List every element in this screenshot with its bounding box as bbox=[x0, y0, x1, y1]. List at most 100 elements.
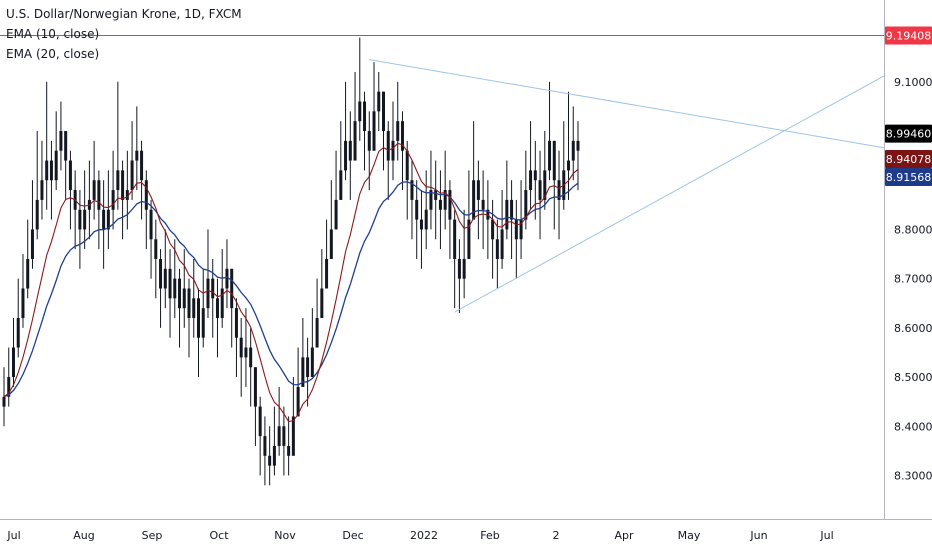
candle[interactable] bbox=[325, 219, 329, 289]
upper-trendline[interactable] bbox=[369, 59, 885, 149]
candle[interactable] bbox=[54, 111, 58, 191]
candle[interactable] bbox=[230, 268, 234, 348]
candle[interactable] bbox=[310, 308, 314, 378]
candle[interactable] bbox=[571, 106, 575, 181]
ema10-line[interactable] bbox=[3, 142, 579, 423]
candle[interactable] bbox=[296, 347, 300, 417]
candle[interactable] bbox=[140, 140, 144, 220]
candle[interactable] bbox=[249, 327, 253, 407]
plot-area[interactable] bbox=[0, 35, 885, 486]
candle[interactable] bbox=[220, 249, 224, 328]
candle[interactable] bbox=[26, 219, 30, 299]
candle[interactable] bbox=[400, 111, 404, 191]
candle[interactable] bbox=[178, 268, 182, 348]
candle[interactable] bbox=[410, 160, 414, 240]
candle[interactable] bbox=[453, 209, 457, 309]
candle[interactable] bbox=[263, 416, 267, 486]
candle[interactable] bbox=[149, 199, 153, 279]
candle[interactable] bbox=[481, 170, 485, 250]
candle[interactable] bbox=[386, 121, 390, 200]
candle[interactable] bbox=[486, 180, 490, 259]
candle[interactable] bbox=[97, 170, 101, 250]
candle[interactable] bbox=[40, 140, 44, 220]
candle[interactable] bbox=[187, 278, 191, 358]
candle[interactable] bbox=[102, 180, 106, 269]
candle[interactable] bbox=[196, 288, 200, 378]
candle[interactable] bbox=[443, 150, 447, 230]
candle[interactable] bbox=[353, 71, 357, 161]
candle[interactable] bbox=[173, 239, 177, 319]
candle[interactable] bbox=[182, 249, 186, 328]
candle[interactable] bbox=[64, 131, 68, 200]
lower-trendline[interactable] bbox=[454, 75, 885, 313]
candle[interactable] bbox=[154, 219, 158, 299]
candle[interactable] bbox=[135, 106, 139, 191]
candle[interactable] bbox=[73, 170, 77, 250]
candle[interactable] bbox=[306, 337, 310, 407]
candle[interactable] bbox=[557, 150, 561, 240]
candle[interactable] bbox=[211, 258, 215, 338]
candle[interactable] bbox=[258, 396, 262, 476]
candle[interactable] bbox=[30, 180, 34, 269]
candle[interactable] bbox=[239, 318, 243, 397]
candle[interactable] bbox=[538, 150, 542, 240]
candle[interactable] bbox=[282, 406, 286, 476]
candle[interactable] bbox=[567, 91, 571, 200]
candle[interactable] bbox=[206, 229, 210, 319]
candle[interactable] bbox=[382, 91, 386, 171]
candle[interactable] bbox=[159, 249, 163, 328]
candle[interactable] bbox=[491, 199, 495, 279]
candle[interactable] bbox=[2, 367, 6, 427]
candle[interactable] bbox=[301, 318, 305, 387]
candle[interactable] bbox=[83, 170, 87, 250]
candle[interactable] bbox=[201, 268, 205, 348]
candle[interactable] bbox=[429, 150, 433, 230]
candle[interactable] bbox=[510, 180, 514, 259]
candle[interactable] bbox=[59, 101, 63, 171]
candle[interactable] bbox=[234, 298, 238, 378]
candle[interactable] bbox=[144, 170, 148, 250]
candle[interactable] bbox=[244, 308, 248, 387]
candle[interactable] bbox=[438, 170, 442, 250]
candle[interactable] bbox=[121, 160, 125, 240]
candle[interactable] bbox=[448, 180, 452, 259]
candle[interactable] bbox=[315, 278, 319, 348]
candle[interactable] bbox=[35, 131, 39, 240]
candle[interactable] bbox=[377, 71, 381, 132]
candle[interactable] bbox=[472, 121, 476, 220]
candle[interactable] bbox=[7, 347, 11, 407]
candle[interactable] bbox=[562, 121, 566, 210]
candle[interactable] bbox=[87, 160, 91, 240]
candle[interactable] bbox=[348, 111, 352, 200]
candle[interactable] bbox=[391, 101, 395, 181]
ema20-line[interactable] bbox=[3, 181, 579, 398]
candle[interactable] bbox=[45, 81, 49, 210]
candle[interactable] bbox=[225, 239, 229, 309]
candle[interactable] bbox=[344, 81, 348, 181]
candle[interactable] bbox=[576, 121, 580, 191]
candle[interactable] bbox=[21, 254, 25, 328]
candle[interactable] bbox=[168, 249, 172, 338]
candle[interactable] bbox=[277, 386, 281, 456]
candle[interactable] bbox=[529, 121, 533, 210]
candle[interactable] bbox=[415, 180, 419, 259]
candle[interactable] bbox=[320, 249, 324, 319]
candle[interactable] bbox=[192, 258, 196, 338]
candle[interactable] bbox=[130, 121, 134, 200]
candle[interactable] bbox=[514, 199, 518, 279]
candle[interactable] bbox=[11, 318, 15, 387]
candle[interactable] bbox=[505, 160, 509, 240]
candle[interactable] bbox=[462, 209, 466, 299]
candle[interactable] bbox=[329, 180, 333, 259]
candle[interactable] bbox=[339, 121, 343, 200]
candle[interactable] bbox=[125, 150, 129, 230]
candle[interactable] bbox=[111, 150, 115, 230]
candle[interactable] bbox=[476, 160, 480, 240]
candle[interactable] bbox=[334, 150, 338, 230]
candle[interactable] bbox=[405, 140, 409, 220]
candle[interactable] bbox=[500, 190, 504, 269]
candle[interactable] bbox=[424, 170, 428, 250]
candle[interactable] bbox=[419, 190, 423, 269]
candle[interactable] bbox=[253, 367, 257, 446]
